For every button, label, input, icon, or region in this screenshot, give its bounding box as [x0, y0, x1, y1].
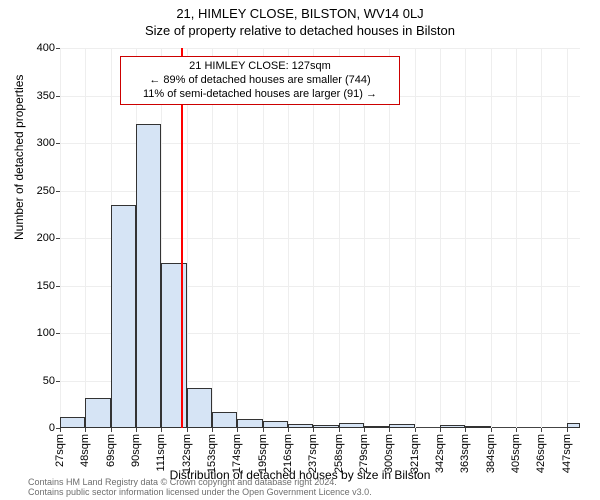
x-tick-mark	[263, 428, 264, 432]
page-title-2: Size of property relative to detached ho…	[0, 21, 600, 38]
y-tick-label: 50	[20, 375, 55, 387]
histogram-bar	[212, 412, 237, 428]
gridline-v	[440, 48, 441, 428]
plot-region: 05010015020025030035040027sqm48sqm69sqm9…	[60, 48, 580, 428]
histogram-bar	[60, 417, 85, 428]
gridline-v	[465, 48, 466, 428]
histogram-bar	[263, 421, 288, 428]
y-tick-label: 200	[20, 232, 55, 244]
gridline-v	[516, 48, 517, 428]
x-tick-mark	[415, 428, 416, 432]
y-tick-label: 0	[20, 422, 55, 434]
histogram-bar	[567, 423, 580, 428]
x-tick-mark	[161, 428, 162, 432]
y-tick-label: 150	[20, 280, 55, 292]
gridline-v	[415, 48, 416, 428]
x-tick-label: 111sqm	[155, 434, 167, 472]
x-tick-mark	[212, 428, 213, 432]
histogram-bar	[313, 425, 338, 428]
gridline-v	[541, 48, 542, 428]
x-tick-mark	[60, 428, 61, 432]
x-tick-mark	[440, 428, 441, 432]
histogram-bar	[136, 124, 161, 428]
histogram-bar	[288, 424, 313, 428]
page-title-1: 21, HIMLEY CLOSE, BILSTON, WV14 0LJ	[0, 0, 600, 21]
gridline-v	[60, 48, 61, 428]
footnote: Contains HM Land Registry data © Crown c…	[28, 478, 372, 498]
x-tick-mark	[465, 428, 466, 432]
histogram-bar	[237, 419, 262, 429]
x-tick-mark	[516, 428, 517, 432]
gridline-v	[85, 48, 86, 428]
annotation-box: 21 HIMLEY CLOSE: 127sqm← 89% of detached…	[120, 56, 400, 105]
histogram-bar	[364, 426, 389, 428]
footnote-line1: Contains HM Land Registry data © Crown c…	[28, 477, 337, 487]
x-tick-mark	[136, 428, 137, 432]
x-tick-mark	[187, 428, 188, 432]
annotation-line1: 21 HIMLEY CLOSE: 127sqm	[127, 60, 393, 74]
annotation-line2: ← 89% of detached houses are smaller (74…	[127, 74, 393, 88]
chart-area: 05010015020025030035040027sqm48sqm69sqm9…	[60, 48, 580, 428]
x-tick-label: 48sqm	[79, 434, 91, 467]
x-tick-mark	[111, 428, 112, 432]
x-tick-mark	[313, 428, 314, 432]
histogram-bar	[339, 423, 364, 428]
y-tick-label: 300	[20, 137, 55, 149]
x-tick-mark	[567, 428, 568, 432]
x-tick-mark	[389, 428, 390, 432]
histogram-bar	[161, 263, 186, 428]
histogram-bar	[85, 398, 110, 428]
x-tick-mark	[491, 428, 492, 432]
x-tick-label: 90sqm	[130, 434, 142, 467]
y-tick-label: 350	[20, 90, 55, 102]
gridline-h	[60, 48, 580, 49]
x-tick-mark	[237, 428, 238, 432]
x-tick-mark	[339, 428, 340, 432]
histogram-bar	[111, 205, 136, 428]
y-tick-label: 100	[20, 327, 55, 339]
y-tick-label: 400	[20, 42, 55, 54]
x-tick-label: 69sqm	[105, 434, 117, 467]
annotation-line3: 11% of semi-detached houses are larger (…	[127, 88, 393, 102]
histogram-bar	[440, 425, 465, 428]
gridline-v	[567, 48, 568, 428]
x-tick-mark	[85, 428, 86, 432]
histogram-bar	[187, 388, 212, 428]
y-tick-label: 250	[20, 185, 55, 197]
gridline-v	[491, 48, 492, 428]
histogram-bar	[465, 426, 490, 428]
x-tick-mark	[364, 428, 365, 432]
histogram-bar	[389, 424, 414, 428]
x-tick-mark	[288, 428, 289, 432]
x-tick-label: 27sqm	[54, 434, 66, 467]
footnote-line2: Contains public sector information licen…	[28, 487, 372, 497]
x-tick-mark	[541, 428, 542, 432]
